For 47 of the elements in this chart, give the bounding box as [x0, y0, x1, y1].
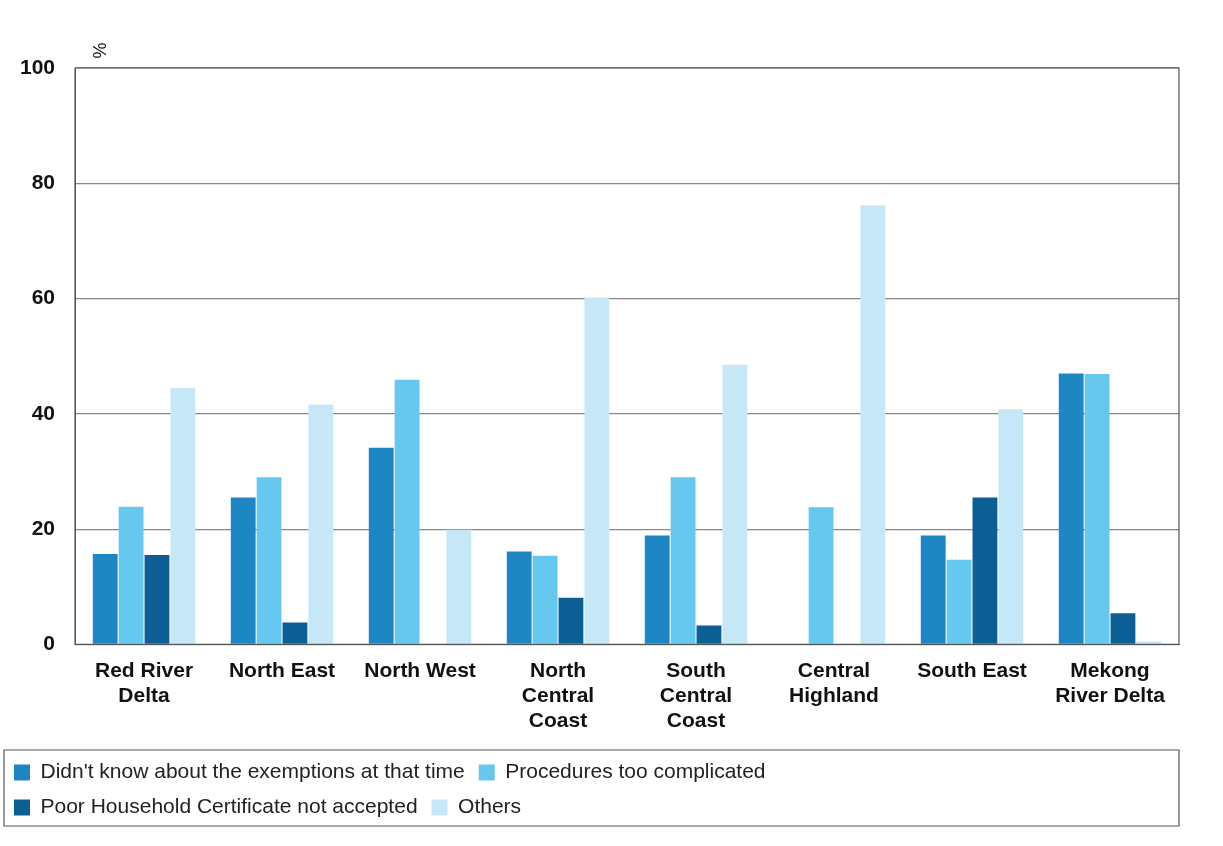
bar	[1110, 613, 1136, 644]
x-tick-label: Red River Delta	[95, 657, 194, 706]
bar	[394, 379, 420, 644]
x-tick-label: North East	[228, 657, 336, 681]
x-tick-label: Mekong River Delta	[1055, 657, 1166, 706]
bar	[1058, 373, 1084, 644]
bar	[282, 622, 308, 644]
y-tick-label: 80	[31, 170, 56, 194]
bar	[308, 404, 334, 644]
y-tick-label: 20	[31, 515, 56, 539]
x-tick-label: South Central Coast	[659, 657, 733, 732]
x-tick-label: North Central Coast	[521, 657, 595, 732]
y-tick-label: 0	[43, 631, 56, 655]
bar	[722, 364, 748, 644]
bar	[808, 507, 834, 644]
bar	[972, 497, 998, 644]
bar	[532, 555, 558, 644]
bar	[946, 559, 972, 644]
bar	[256, 477, 282, 644]
bar	[170, 387, 196, 644]
legend-label: Procedures too complicated	[505, 759, 766, 783]
bar	[1084, 374, 1110, 644]
bar	[696, 625, 722, 644]
bar	[446, 529, 472, 644]
y-tick-label: 100	[19, 54, 56, 78]
bar	[670, 477, 696, 644]
x-tick-label: South East	[917, 657, 1027, 681]
bar	[368, 447, 394, 644]
bar	[230, 497, 256, 644]
y-axis-title: %	[89, 42, 111, 59]
bar	[118, 506, 144, 644]
bar	[584, 297, 610, 644]
y-tick-label: 40	[31, 400, 56, 424]
legend-label: Didn't know about the exemptions at that time	[40, 759, 465, 783]
bar	[558, 597, 584, 644]
legend-label: Others	[458, 794, 522, 818]
bar	[92, 553, 118, 644]
x-tick-label: Central Highland	[789, 657, 879, 706]
bar	[644, 535, 670, 644]
x-tick-label: North West	[364, 657, 476, 681]
bar	[144, 555, 170, 644]
bar	[860, 205, 886, 644]
y-tick-label: 60	[31, 285, 56, 309]
bar	[998, 409, 1024, 644]
bar	[506, 551, 532, 644]
legend-label: Poor Household Certificate not accepted	[40, 794, 418, 818]
bar	[920, 535, 946, 644]
